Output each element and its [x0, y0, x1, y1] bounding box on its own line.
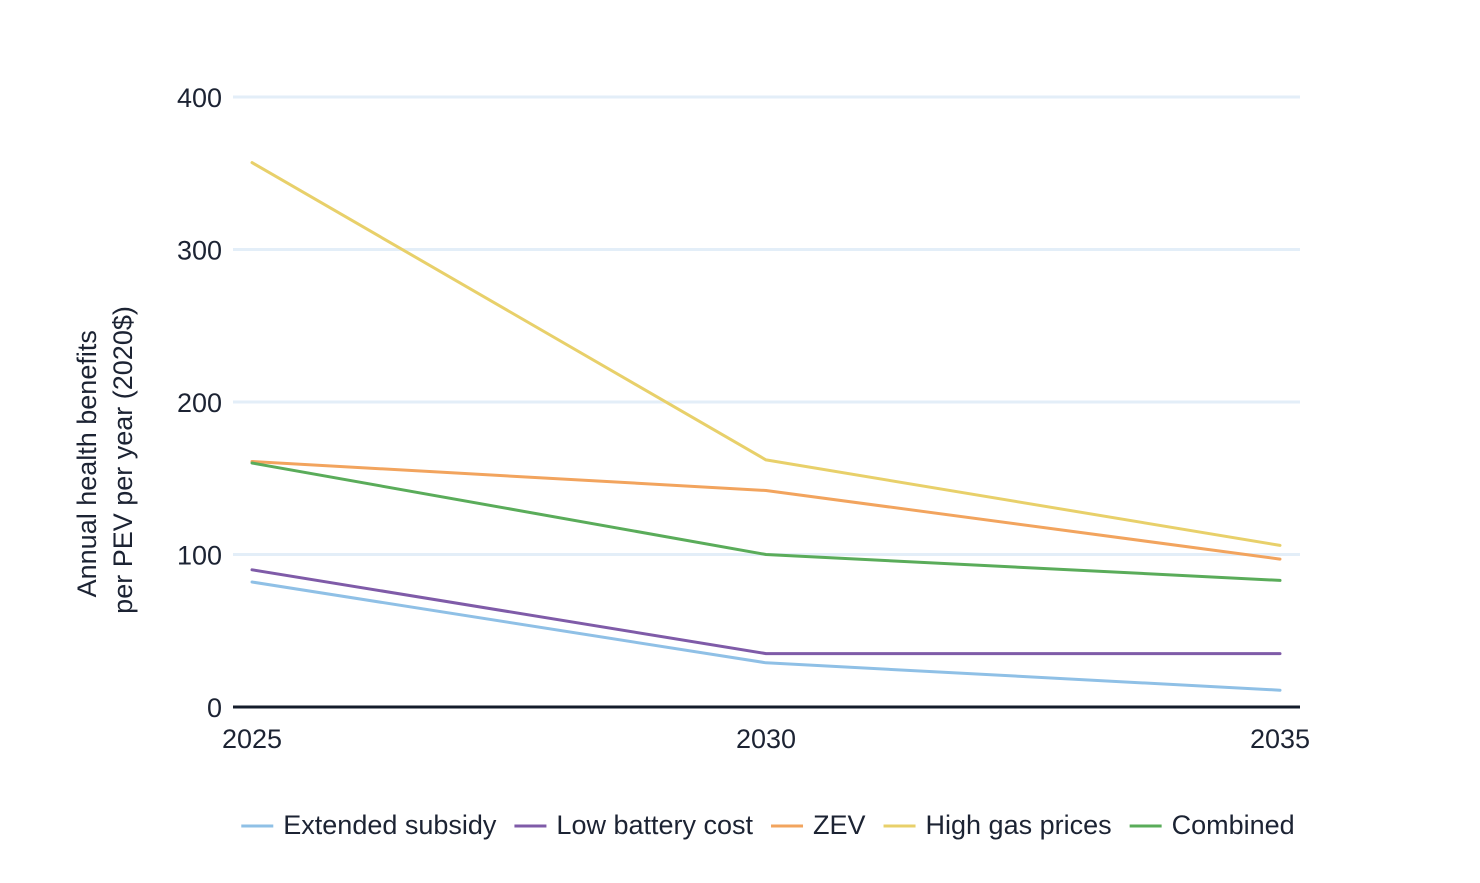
legend-item-high-gas-prices: High gas prices [883, 810, 1112, 840]
y-tick-label-0: 0 [207, 693, 222, 723]
legend: Extended subsidy Low battery cost ZEV High … [241, 810, 1295, 840]
x-axis-ticks: 2025 2030 2035 [222, 724, 1310, 754]
series-line-extended-subsidy [250, 580, 1282, 692]
y-axis-title-line-2: per PEV per year (2020$) [108, 306, 138, 614]
y-tick-label-100: 100 [177, 541, 222, 571]
series-line-high-gas-prices [250, 161, 1282, 547]
series-line-combined [250, 461, 1282, 582]
legend-label-high-gas-prices: High gas prices [926, 810, 1112, 840]
legend-label-extended-subsidy: Extended subsidy [283, 810, 497, 840]
y-axis-title-line-1: Annual health benefits [72, 330, 102, 597]
legend-item-extended-subsidy: Extended subsidy [241, 810, 497, 840]
series-lines [250, 161, 1282, 692]
series-line-zev [250, 460, 1282, 561]
series-line-low-battery-cost [250, 568, 1282, 656]
y-tick-label-300: 300 [177, 236, 222, 266]
y-tick-label-400: 400 [177, 83, 222, 113]
gridlines [233, 95, 1300, 709]
x-tick-label-2025: 2025 [222, 724, 282, 754]
legend-item-combined: Combined [1129, 810, 1295, 840]
legend-label-low-battery-cost: Low battery cost [556, 810, 753, 840]
y-axis-ticks: 0 100 200 300 400 [177, 83, 222, 723]
x-tick-label-2030: 2030 [736, 724, 796, 754]
legend-item-low-battery-cost: Low battery cost [514, 810, 754, 840]
legend-item-zev: ZEV [771, 810, 866, 840]
legend-label-zev: ZEV [813, 810, 866, 840]
y-axis-title: Annual health benefits per PEV per year … [72, 306, 138, 614]
y-tick-label-200: 200 [177, 388, 222, 418]
x-tick-label-2035: 2035 [1250, 724, 1310, 754]
legend-label-combined: Combined [1172, 810, 1295, 840]
